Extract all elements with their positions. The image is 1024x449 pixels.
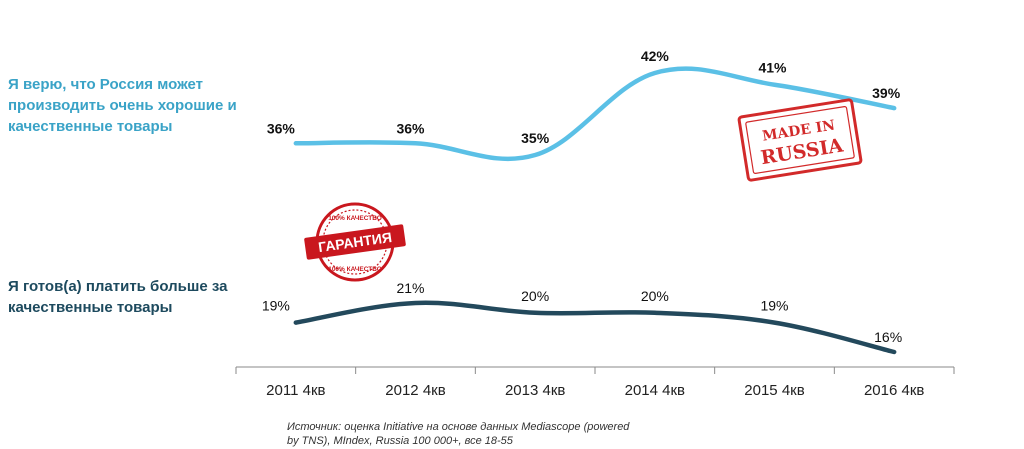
series-line-pay-more — [293, 300, 897, 355]
data-label: 39% — [872, 85, 901, 101]
source-line-2: by TNS), MIndex, Russia 100 000+, все 18… — [287, 435, 513, 447]
data-labels: 36% 36% 35% 42% 41% 39% 19% 21% 20% 20% 19% 16% — [262, 48, 902, 345]
source-line-1: Источник: оценка Initiative на основе да… — [287, 421, 630, 433]
series-line-believe-russia — [293, 66, 897, 162]
guarantee-badge-icon: 100% КАЧЕСТВО ГАРАНТИЯ 100% КАЧЕСТВО — [304, 202, 406, 282]
x-tick-label: 2014 4кв — [625, 382, 685, 399]
series-lines — [293, 66, 897, 355]
legend-top-line-1: Я верю, что Россия может — [8, 76, 204, 93]
data-label: 36% — [396, 120, 425, 136]
data-label: 36% — [267, 120, 296, 136]
made-in-russia-stamp-icon: MADE IN RUSSIA — [737, 98, 863, 182]
x-axis: 2011 4кв 2012 4кв 2013 4кв 2014 4кв 2015 4кв… — [235, 366, 955, 399]
legend-bottom-line-2: качественные товары — [8, 299, 173, 316]
x-tick-label: 2016 4кв — [864, 382, 924, 399]
data-label: 35% — [521, 130, 550, 146]
data-label: 16% — [874, 329, 902, 345]
data-label: 41% — [758, 60, 787, 76]
legend-top-series: Я верю, что Россия может производить оче… — [8, 74, 308, 137]
x-tick-label: 2011 4кв — [266, 382, 325, 399]
data-label: 19% — [262, 298, 290, 314]
x-tick-label: 2013 4кв — [505, 382, 565, 399]
x-tick-label: 2012 4кв — [385, 382, 445, 399]
source-note: Источник: оценка Initiative на основе да… — [287, 420, 737, 448]
x-tick-label: 2015 4кв — [744, 382, 804, 399]
legend-top-line-2: производить очень хорошие и — [8, 97, 237, 114]
data-label: 21% — [396, 280, 424, 296]
legend-bottom-line-1: Я готов(а) платить больше за — [8, 278, 228, 295]
data-label: 42% — [641, 48, 670, 64]
data-label: 20% — [641, 288, 669, 304]
badge-top-text: 100% КАЧЕСТВО — [328, 215, 382, 222]
legend-bottom-series: Я готов(а) платить больше за качественны… — [8, 276, 298, 318]
data-label: 19% — [760, 298, 788, 314]
data-label: 20% — [521, 288, 549, 304]
badge-bottom-text: 100% КАЧЕСТВО — [328, 266, 382, 273]
legend-top-line-3: качественные товары — [8, 118, 173, 135]
